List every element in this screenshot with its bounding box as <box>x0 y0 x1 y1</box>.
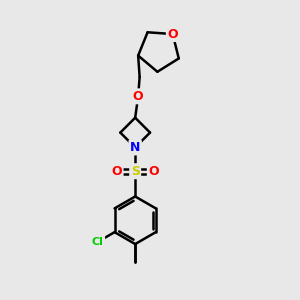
Text: S: S <box>131 165 140 178</box>
Text: O: O <box>133 90 143 103</box>
Text: Cl: Cl <box>92 237 104 247</box>
Text: O: O <box>167 28 178 40</box>
Text: O: O <box>148 165 159 178</box>
Text: N: N <box>130 141 140 154</box>
Text: O: O <box>111 165 122 178</box>
